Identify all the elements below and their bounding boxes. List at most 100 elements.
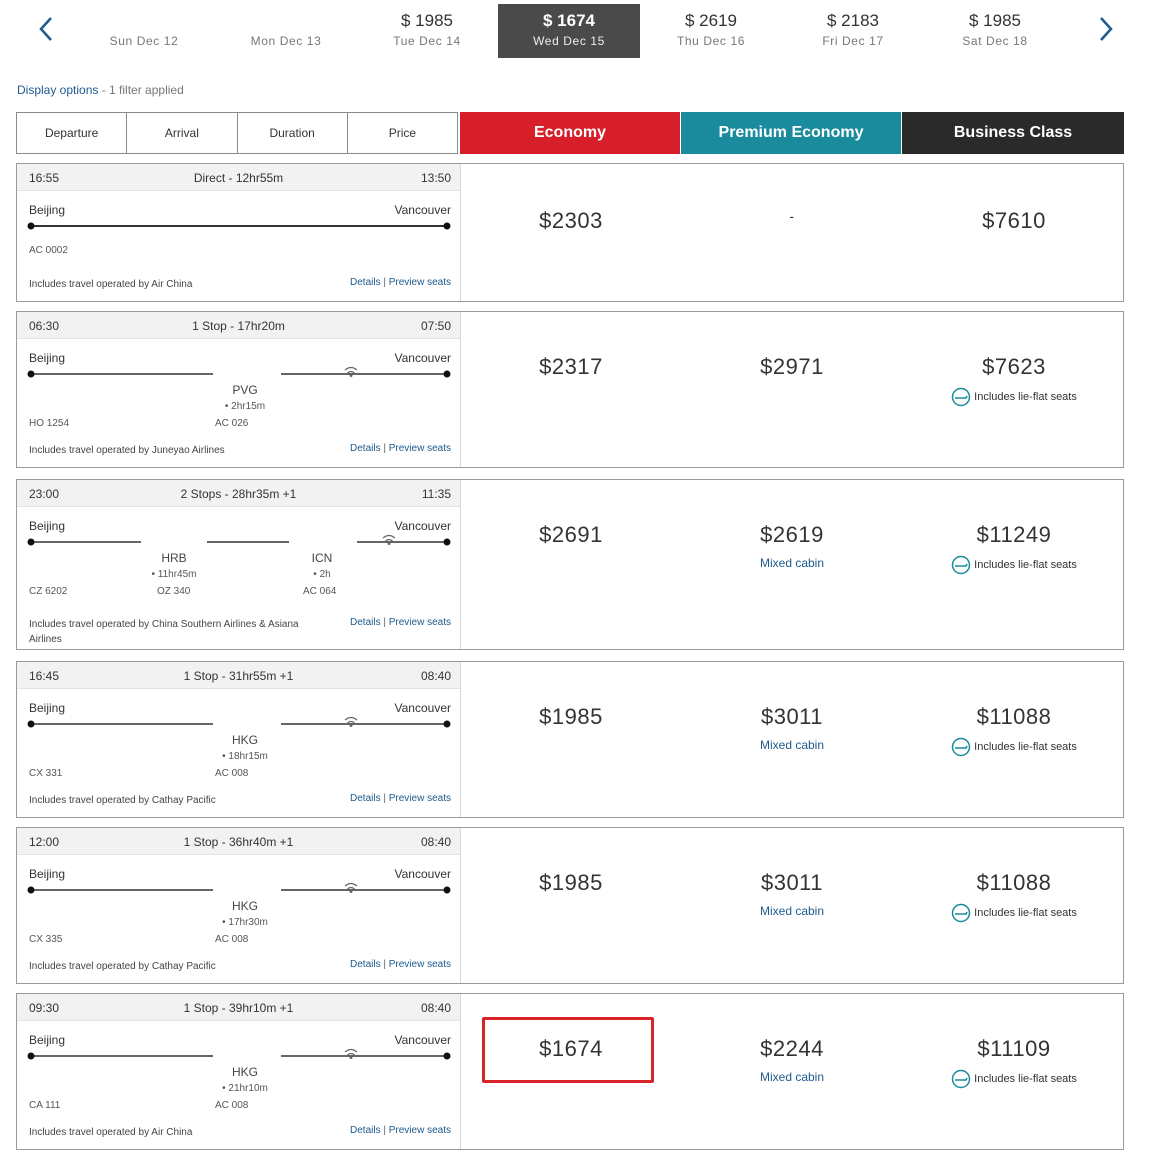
business-fare-button[interactable]: $11109 Includes lie-flat seats <box>903 994 1125 1149</box>
date-option[interactable]: $ 1985 Tue Dec 14 <box>356 4 498 58</box>
stopover-airport: HKG <box>231 899 258 913</box>
wifi-icon <box>382 534 396 545</box>
lie-flat-seat-icon <box>951 555 971 575</box>
premium-economy-fare-button[interactable]: $2619 Mixed cabin <box>682 480 902 649</box>
flight-number: CX 335 <box>29 934 63 945</box>
lie-flat-label: Includes lie-flat seats <box>974 391 1077 403</box>
details-link[interactable]: Details <box>350 277 381 288</box>
route-line <box>27 716 451 728</box>
details-link[interactable]: Details <box>350 617 381 628</box>
flight-number: AC 026 <box>215 418 249 429</box>
business-fare-button[interactable]: $7623 Includes lie-flat seats <box>903 312 1125 467</box>
date-lowest-price <box>215 11 357 31</box>
next-dates-button[interactable] <box>1090 12 1120 46</box>
flight-result-card[interactable]: 1 Stop - 36hr40m +1 12:00 08:40 Beijing Vanc… <box>16 827 1124 984</box>
date-label: Fri Dec 17 <box>822 34 884 48</box>
preview-seats-link[interactable]: Preview seats <box>388 277 451 288</box>
date-label: Mon Dec 13 <box>250 34 322 48</box>
premium-economy-fare-button[interactable]: $2244 Mixed cabin <box>682 994 902 1149</box>
chevron-left-icon <box>39 17 52 41</box>
premium-economy-fare-button[interactable]: $3011 Mixed cabin <box>682 662 902 817</box>
lie-flat-note: Includes lie-flat seats <box>903 903 1125 923</box>
arrival-time: 08:40 <box>420 1001 451 1015</box>
destination-city: Vancouver <box>394 351 451 365</box>
date-option[interactable]: $ 2619 Thu Dec 16 <box>640 4 782 58</box>
economy-price: $1674 <box>539 1036 603 1061</box>
preview-seats-link[interactable]: Preview seats <box>388 617 451 628</box>
flight-result-card[interactable]: Direct - 12hr55m 16:55 13:50 Beijing Vancouv… <box>16 163 1124 302</box>
economy-price: $2317 <box>539 354 603 379</box>
operated-by-note: Includes travel operated by Air China <box>29 1127 193 1138</box>
details-link[interactable]: Details <box>350 1125 381 1136</box>
previous-dates-button[interactable] <box>32 12 62 46</box>
date-label: Wed Dec 15 <box>533 34 605 48</box>
link-separator: | <box>380 443 389 454</box>
economy-fare-button[interactable]: $1985 <box>461 662 681 817</box>
business-fare-button[interactable]: $7610 <box>903 164 1125 301</box>
economy-price: $1985 <box>539 704 603 729</box>
flight-number: OZ 340 <box>157 586 191 597</box>
flight-result-card[interactable]: 1 Stop - 39hr10m +1 09:30 08:40 Beijing Vanc… <box>16 993 1124 1150</box>
link-separator: | <box>380 959 389 970</box>
sort-arrival-button[interactable]: Arrival <box>127 113 238 153</box>
lie-flat-note: Includes lie-flat seats <box>903 737 1125 757</box>
departure-time: 23:00 <box>29 487 60 501</box>
stopover-airport: HKG <box>231 1065 258 1079</box>
date-lowest-price: $ 2183 <box>827 11 879 30</box>
economy-fare-button[interactable]: $2317 <box>461 312 681 467</box>
sort-departure-button[interactable]: Departure <box>17 113 128 153</box>
details-link[interactable]: Details <box>350 793 381 804</box>
link-separator: | <box>380 1125 389 1136</box>
stops-duration: Direct - 12hr55m <box>193 171 284 185</box>
date-option[interactable]: $ 1674 Wed Dec 15 <box>498 4 640 58</box>
economy-fare-button[interactable]: $2691 <box>461 480 681 649</box>
flight-number: CX 331 <box>29 768 63 779</box>
itinerary-summary-bar: 1 Stop - 31hr55m +1 16:45 08:40 <box>17 662 460 689</box>
operated-by-note: Includes travel operated by Juneyao Airl… <box>29 445 225 456</box>
economy-fare-button[interactable]: $2303 <box>461 164 681 301</box>
origin-dot <box>27 538 35 546</box>
date-option[interactable]: Mon Dec 13 <box>215 4 357 58</box>
economy-fare-button[interactable]: $1674 <box>461 994 681 1149</box>
flight-result-card[interactable]: 1 Stop - 31hr55m +1 16:45 08:40 Beijing Vanc… <box>16 661 1124 818</box>
details-link[interactable]: Details <box>350 443 381 454</box>
date-option[interactable]: Sun Dec 12 <box>73 4 215 58</box>
origin-city: Beijing <box>29 351 66 365</box>
business-fare-button[interactable]: $11088 Includes lie-flat seats <box>903 662 1125 817</box>
preview-seats-link[interactable]: Preview seats <box>388 793 451 804</box>
preview-seats-link[interactable]: Preview seats <box>388 1125 451 1136</box>
itinerary-links: Details | Preview seats <box>350 959 451 970</box>
stops-duration: 1 Stop - 36hr40m +1 <box>183 835 294 849</box>
cabin-header-business: Business Class <box>902 112 1124 154</box>
sort-price-button[interactable]: Price <box>388 126 417 140</box>
premium-economy-fare-button[interactable]: $3011 Mixed cabin <box>682 828 902 983</box>
premium-economy-fare-button: - <box>682 164 902 301</box>
preview-seats-link[interactable]: Preview seats <box>388 959 451 970</box>
flight-result-card[interactable]: 1 Stop - 17hr20m 06:30 07:50 Beijing Vancouv… <box>16 311 1124 468</box>
sort-duration-button[interactable]: Duration <box>238 113 348 153</box>
route-line <box>27 882 451 894</box>
preview-seats-link[interactable]: Preview seats <box>388 443 451 454</box>
itinerary-summary-bar: 1 Stop - 39hr10m +1 09:30 08:40 <box>17 994 460 1021</box>
display-options-link[interactable]: Display options <box>17 83 99 97</box>
business-price: $11088 <box>976 704 1052 729</box>
flight-itinerary: 1 Stop - 36hr40m +1 12:00 08:40 Beijing Vanc… <box>17 828 461 983</box>
business-fare-button[interactable]: $11088 Includes lie-flat seats <box>903 828 1125 983</box>
operated-by-note: Includes travel operated by China Southe… <box>29 619 299 645</box>
premium-economy-fare-button[interactable]: $2971 <box>682 312 902 467</box>
itinerary-links: Details | Preview seats <box>350 443 451 454</box>
date-lowest-price: $ 2619 <box>685 11 737 30</box>
itinerary-links: Details | Preview seats <box>350 793 451 804</box>
details-link[interactable]: Details <box>350 959 381 970</box>
chevron-right-icon <box>1100 17 1113 41</box>
date-option[interactable]: $ 1985 Sat Dec 18 <box>924 4 1066 58</box>
economy-fare-button[interactable]: $1985 <box>461 828 681 983</box>
destination-city: Vancouver <box>394 1033 451 1047</box>
departure-time: 06:30 <box>29 319 60 333</box>
premium-economy-price: $2971 <box>760 354 824 379</box>
operated-by-note: Includes travel operated by Cathay Pacif… <box>29 795 216 806</box>
business-fare-button[interactable]: $11249 Includes lie-flat seats <box>903 480 1125 649</box>
date-option[interactable]: $ 2183 Fri Dec 17 <box>782 4 924 58</box>
origin-dot <box>27 886 35 894</box>
flight-result-card[interactable]: 2 Stops - 28hr35m +1 23:00 11:35 Beijing Van… <box>16 479 1124 650</box>
